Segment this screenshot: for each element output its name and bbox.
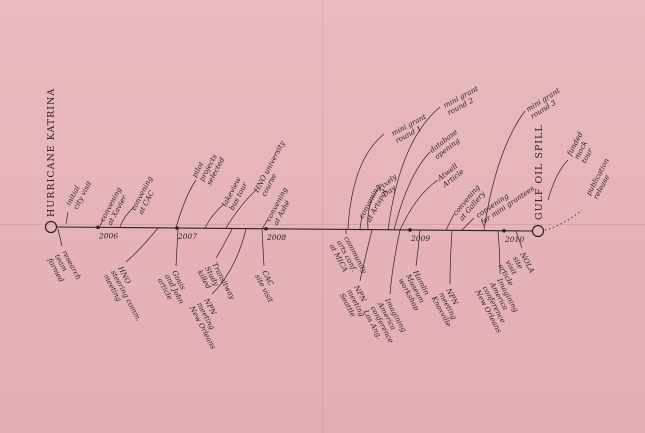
year-label: 2008 — [266, 233, 286, 242]
event-below: CACsite visit — [253, 269, 283, 304]
leader-line — [449, 230, 453, 285]
leader-line — [483, 110, 526, 231]
event-below: researchteamformed — [45, 248, 83, 289]
leader-line — [347, 133, 385, 230]
leader-line — [175, 179, 197, 229]
leader-line — [399, 179, 439, 231]
leader-line — [261, 229, 265, 267]
event-below: communityarts conf.at MICA — [328, 235, 370, 284]
leader-line — [359, 214, 363, 230]
leader-line — [547, 159, 569, 201]
event-above: conveningat Xavier — [98, 185, 131, 226]
event-below: NPNmeetingKnoxville — [429, 286, 468, 328]
leader-line — [461, 217, 475, 231]
event-below: HNOsteering comm.meeting — [101, 264, 150, 327]
year-label: 2009 — [410, 234, 430, 243]
leader-line — [393, 151, 431, 231]
year-label: 2006 — [98, 231, 118, 240]
year-dot — [502, 228, 506, 233]
leader-line — [367, 188, 379, 230]
year-dot — [264, 226, 268, 231]
leader-line — [204, 203, 225, 229]
leader-line — [225, 189, 257, 229]
leader-line — [215, 228, 233, 259]
event-below: Gouisand Johnarticle — [156, 269, 194, 310]
year-dot — [96, 225, 100, 230]
event-above: lakeviewbus tour — [220, 175, 250, 211]
end-event-label: GULF OIL SPILL — [534, 124, 545, 220]
leader-line — [65, 211, 69, 225]
leader-line — [515, 230, 523, 249]
leader-line — [119, 206, 135, 228]
event-above: fundedmocktour — [564, 130, 599, 166]
event-above: mini grantround 1 — [390, 112, 432, 145]
dotted-continuation — [544, 209, 583, 231]
leader-line — [389, 229, 401, 295]
leader-line — [99, 218, 104, 227]
event-above: conveningfor mini grantees — [473, 177, 536, 227]
leader-line — [175, 228, 179, 267]
event-below: ImaginingAmericaconferenceLos Ang. — [361, 296, 410, 348]
start-marker — [44, 220, 58, 234]
end-marker — [531, 224, 545, 238]
event-below: NPNmeetingNew Orleans — [187, 296, 232, 351]
leader-line — [415, 229, 421, 267]
event-above: conveningat CAC — [129, 174, 162, 215]
event-above: databaseopening — [428, 127, 465, 161]
event-above: mini grantround 2 — [442, 84, 484, 117]
leader-line — [261, 218, 269, 230]
event-above: mini grantround 3 — [524, 86, 566, 121]
timeline-axis — [56, 226, 534, 232]
event-above: initialcity visit — [64, 175, 94, 210]
year-label: 2010 — [504, 235, 524, 244]
leader-line — [497, 230, 501, 275]
leader-line — [359, 229, 373, 282]
leader-line — [57, 228, 63, 247]
leader-line — [211, 228, 247, 295]
year-label: 2007 — [177, 232, 197, 241]
event-above: publicationrelease — [584, 156, 619, 200]
year-dot — [408, 228, 412, 232]
leader-line — [125, 227, 159, 263]
event-above: AtwellArticle — [435, 160, 466, 189]
event-below: HamlinMuseumworkshop — [396, 268, 436, 313]
leader-line — [387, 106, 441, 231]
event-below: ImaginingAmericaconferenceNew Orleans — [473, 276, 526, 335]
leader-line — [445, 213, 455, 231]
start-event-label: HURRICANE KATRINA — [46, 88, 57, 217]
